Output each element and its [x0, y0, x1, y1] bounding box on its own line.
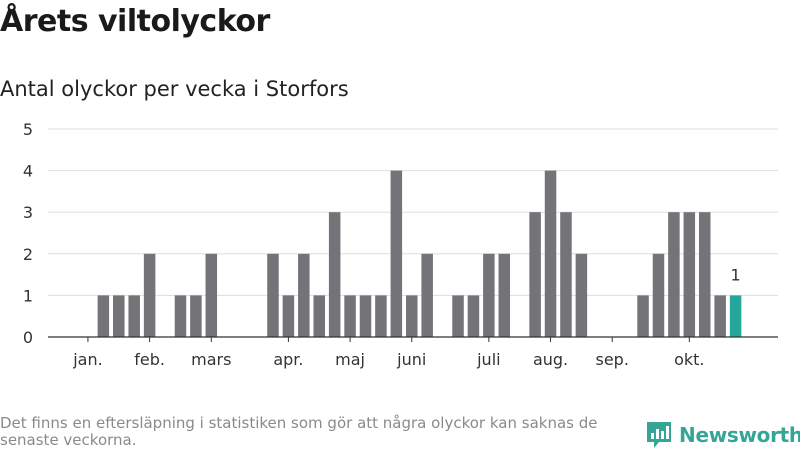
bar	[359, 295, 372, 337]
bar	[298, 253, 310, 337]
x-tick-label: juni	[396, 350, 426, 369]
bar	[544, 170, 557, 337]
bar	[498, 253, 511, 337]
y-tick-label: 4	[23, 162, 33, 181]
bar	[328, 212, 341, 337]
bar	[190, 295, 202, 337]
bar	[452, 295, 464, 337]
bar	[529, 212, 541, 337]
brand-logo: Newsworthy	[645, 420, 800, 450]
bar	[421, 253, 433, 337]
bar	[267, 253, 279, 337]
bar	[729, 295, 742, 337]
y-tick-label: 5	[23, 120, 33, 139]
x-tick-label: okt.	[674, 350, 704, 369]
bar	[390, 170, 403, 337]
x-tick-label: sep.	[596, 350, 629, 369]
bar	[282, 295, 295, 337]
x-tick-label: jan.	[72, 350, 102, 369]
bar	[174, 295, 187, 337]
bar	[128, 295, 140, 337]
data-label: 1	[730, 265, 740, 284]
bar-chart: 0 1 2 3 4 5 1 jan. feb. mars apr. maj juni juli aug. se…	[23, 120, 778, 369]
bar	[560, 212, 572, 337]
bar	[575, 253, 588, 337]
chart-subtitle: Antal olyckor per vecka i Storfors	[0, 77, 349, 101]
y-tick-label: 2	[23, 245, 33, 264]
y-tick-label: 3	[23, 203, 33, 222]
bar	[698, 212, 711, 337]
bar	[714, 295, 726, 337]
bar	[97, 295, 110, 337]
x-tick-label: apr.	[273, 350, 303, 369]
footnote: Det finns en eftersläpning i statistiken…	[0, 414, 598, 449]
bar	[143, 253, 156, 337]
bar	[406, 295, 418, 337]
x-tick-label: juli	[476, 350, 500, 369]
bar	[483, 253, 495, 337]
bar	[375, 295, 387, 337]
bar	[113, 295, 125, 337]
bar	[683, 212, 696, 337]
bar	[344, 295, 356, 337]
x-tick-label: aug.	[533, 350, 568, 369]
x-tick-label: mars	[191, 350, 231, 369]
bar	[467, 295, 480, 337]
y-tick-label: 1	[23, 286, 33, 305]
y-tick-label: 0	[23, 328, 33, 347]
x-tick-label: feb.	[134, 350, 165, 369]
bar	[205, 253, 218, 337]
brand-name: Newsworthy	[679, 423, 800, 447]
page-title: Årets viltolyckor	[0, 4, 270, 39]
bar	[652, 253, 665, 337]
bar	[313, 295, 325, 337]
bar-chart-logo-icon	[647, 422, 671, 448]
bar	[637, 295, 649, 337]
x-tick-label: maj	[335, 350, 365, 369]
bar	[668, 212, 680, 337]
